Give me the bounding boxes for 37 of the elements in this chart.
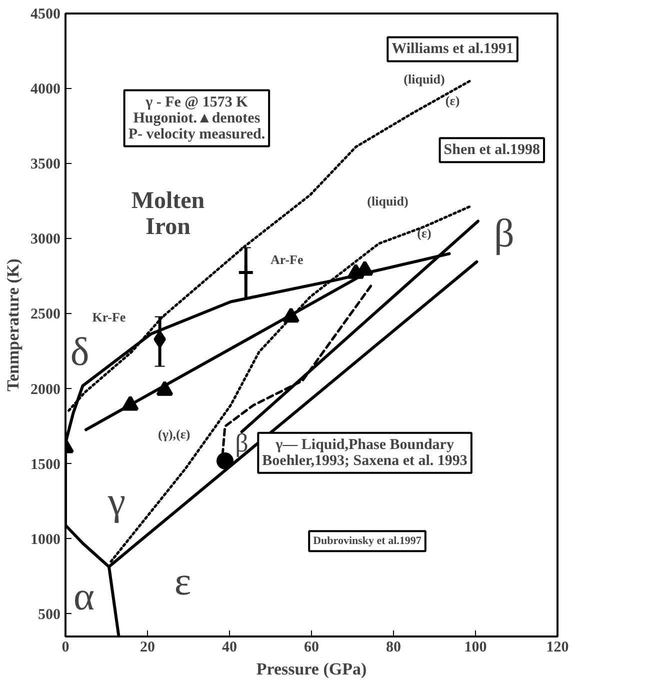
annotation: γ — [106, 478, 126, 524]
y-tick-label: 500 — [38, 606, 60, 623]
x-tick-label: 120 — [546, 640, 569, 656]
x-tick-label: 100 — [464, 640, 487, 656]
annotation: Molten Iron — [131, 188, 205, 240]
annotation: α — [73, 573, 94, 618]
y-tick-label: 4000 — [30, 82, 60, 98]
annotation: Shen et al.1998 — [444, 142, 540, 158]
x-tick-label: 20 — [140, 640, 155, 656]
y-tick-label: 3000 — [30, 232, 60, 248]
annotation: (liquid) — [404, 71, 445, 86]
x-tick-label: 80 — [386, 640, 401, 656]
annotation: (ε) — [417, 226, 432, 241]
y-tick-label: 1000 — [30, 532, 60, 548]
y-axis-title: Tenmperature (K) — [4, 258, 22, 392]
annotation: Dubrovinsky et al.1997 — [313, 535, 422, 548]
y-tick-label: 4500 — [30, 6, 60, 22]
annotation: β — [494, 210, 514, 256]
x-tick-label: 0 — [62, 640, 70, 656]
y-tick-label: 2500 — [30, 306, 60, 323]
y-tick-label: 1500 — [30, 456, 60, 473]
annotation: Kr-Fe — [92, 310, 126, 325]
annotation: Williams et al.1991 — [392, 41, 514, 58]
x-tick-label: 40 — [222, 640, 237, 656]
y-tick-label: 2000 — [30, 382, 60, 398]
x-tick-label: 60 — [304, 640, 319, 656]
annotation: β — [235, 428, 248, 458]
annotation: γ— Liquid,Phase Boundary Boehler,1993; Saxena et al. 1993 — [262, 436, 468, 469]
annotation: γ - Fe @ 1573 K Hugoniot.▲denotes P- velocity measured. — [128, 94, 266, 142]
y-tick-label: 3500 — [30, 156, 60, 173]
annotation: (liquid) — [367, 194, 408, 209]
annotation: (γ),(ε) — [158, 426, 190, 442]
x-axis-title: Pressure (GPa) — [256, 660, 367, 678]
annotation: δ — [70, 328, 90, 374]
annotation: Ar-Fe — [270, 252, 304, 268]
annotation: ε — [174, 558, 192, 604]
annotation: (ε) — [445, 92, 460, 108]
